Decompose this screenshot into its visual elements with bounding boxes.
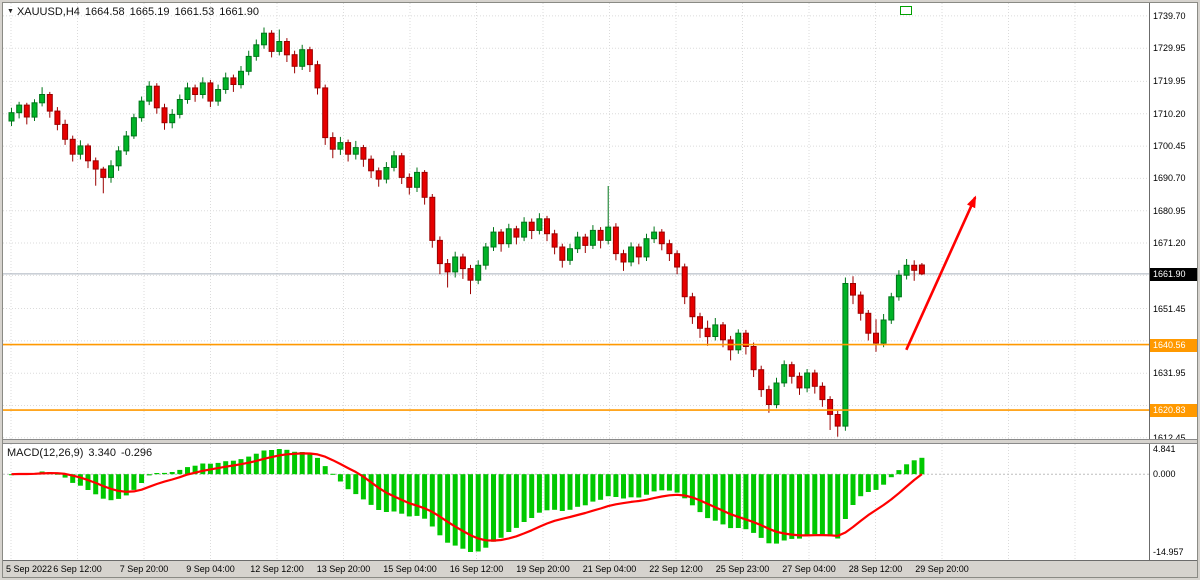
ohlc-close-value: 1661.90 <box>219 6 259 18</box>
price-axis-label: 1739.70 <box>1153 10 1186 21</box>
main-price-plot[interactable] <box>3 3 1149 439</box>
time-axis-label: 28 Sep 12:00 <box>848 564 903 574</box>
macd-histogram <box>9 449 925 552</box>
candles <box>8 27 925 437</box>
price-axis-label: 1671.20 <box>1153 238 1186 249</box>
price-axis-label: 1612.45 <box>1153 432 1186 443</box>
price-axis-label: 1710.20 <box>1153 108 1186 119</box>
time-axis-label: 9 Sep 04:00 <box>186 564 235 574</box>
price-axis-border <box>1149 3 1150 560</box>
time-axis-label: 6 Sep 12:00 <box>53 564 102 574</box>
macd-axis-label: 4.841 <box>1153 443 1176 454</box>
time-axis-label: 19 Sep 20:00 <box>516 564 570 574</box>
symbol-period-label: XAUUSD,H4 <box>16 6 80 18</box>
price-axis-label: 1631.95 <box>1153 368 1186 379</box>
macd-axis-label: -14.957 <box>1153 546 1184 557</box>
price-axis-label: 1729.95 <box>1153 43 1186 54</box>
price-axis[interactable]: 1739.70 1729.95 1719.95 1710.20 1700.45 1690.… <box>1150 3 1197 560</box>
current-price-tag: 1661.90 <box>1150 267 1197 281</box>
time-axis-label: 16 Sep 12:00 <box>449 564 504 574</box>
time-axis-label: 12 Sep 12:00 <box>250 564 304 574</box>
macd-indicator-label: MACD(12,26,9) 3.340 -0.296 <box>7 447 157 459</box>
macd-signal-line <box>11 452 923 542</box>
symbol-dropdown-icon[interactable]: ▼ <box>7 8 14 15</box>
price-axis-label: 1700.45 <box>1153 141 1186 152</box>
time-axis[interactable]: 5 Sep 2022 6 Sep 12:00 7 Sep 20:00 9 Sep 04… <box>3 560 1197 577</box>
price-axis-label: 1719.95 <box>1153 76 1186 87</box>
time-axis-label: 5 Sep 2022 <box>6 564 53 574</box>
price-axis-label: 1690.70 <box>1153 173 1186 184</box>
chart-shift-marker[interactable] <box>900 6 912 15</box>
macd-axis-label: 0.000 <box>1153 469 1176 480</box>
time-axis-label: 22 Sep 12:00 <box>649 564 703 574</box>
ohlc-open-value: 1664.58 <box>84 6 125 18</box>
ohlc-low-value: 1661.53 <box>174 6 215 18</box>
macd-signal-value: -0.296 <box>120 447 153 459</box>
hline-price-tag: 1620.83 <box>1150 404 1197 418</box>
time-axis-label: 15 Sep 04:00 <box>383 564 437 574</box>
grid <box>3 3 1149 439</box>
hline-price-tag: 1640.56 <box>1150 338 1197 352</box>
price-axis-label: 1651.45 <box>1153 303 1186 314</box>
chart-canvas[interactable]: ▼ XAUUSD,H4 1664.58 1665.19 1661.53 1661.90 M… <box>3 3 1197 577</box>
time-axis-label: 21 Sep 04:00 <box>582 564 637 574</box>
pane-separator[interactable] <box>3 439 1197 444</box>
time-axis-label: 27 Sep 04:00 <box>782 564 836 574</box>
price-axis-label: 1680.95 <box>1153 205 1186 216</box>
time-axis-label: 29 Sep 20:00 <box>915 564 969 574</box>
chart-header: ▼ XAUUSD,H4 1664.58 1665.19 1661.53 1661.90 <box>7 6 259 18</box>
macd-indicator-plot[interactable] <box>3 444 1149 560</box>
ohlc-high-value: 1665.19 <box>129 6 170 18</box>
trend-arrow[interactable] <box>905 195 977 351</box>
macd-name: MACD(12,26,9) <box>7 447 84 459</box>
time-axis-label: 7 Sep 20:00 <box>119 564 169 574</box>
time-axis-label: 13 Sep 20:00 <box>316 564 371 574</box>
time-axis-label: 25 Sep 23:00 <box>715 564 770 574</box>
macd-main-value: 3.340 <box>88 447 116 459</box>
